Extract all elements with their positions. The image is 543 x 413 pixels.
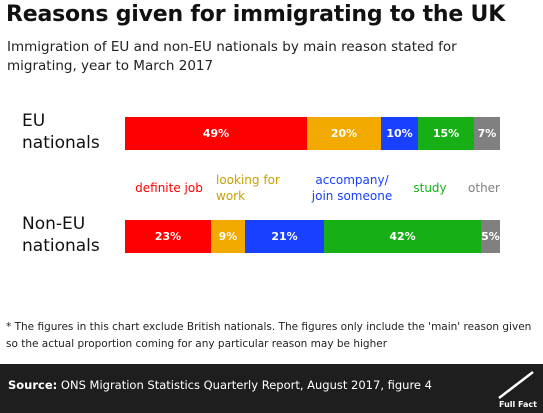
full-fact-logo-icon	[498, 371, 534, 399]
data-label: 21%	[271, 230, 298, 243]
chart-subtitle: Immigration of EU and non-EU nationals b…	[7, 39, 457, 74]
bar-segment: 5%	[481, 220, 500, 253]
bar-segment: 15%	[418, 117, 474, 150]
bar-segment: 10%	[381, 117, 418, 150]
legend-label: accompany/	[315, 173, 389, 187]
bar-row: 23% 9% 21% 42% 5%	[125, 220, 500, 253]
data-label: 5%	[481, 230, 500, 243]
legend-item: study	[406, 180, 454, 196]
row-label-line: Non-EU	[22, 214, 86, 234]
source-label: Source:	[8, 378, 58, 392]
data-label: 23%	[154, 230, 182, 243]
legend-item: accompany/join someone	[303, 172, 401, 204]
data-label: 49%	[202, 127, 230, 140]
legend-label: work	[216, 189, 246, 203]
bar-segment: 42%	[324, 220, 481, 253]
bar-segment: 49%	[125, 117, 307, 150]
row-label-0: EU nationals	[22, 110, 122, 154]
legend-label: study	[413, 181, 447, 195]
data-label: 42%	[389, 230, 416, 243]
legend-label: definite job	[135, 181, 203, 195]
legend-item: looking for work	[216, 172, 296, 204]
chart-title: Reasons given for immigrating to the UK	[6, 2, 506, 27]
logo-text: Full Fact	[499, 400, 537, 409]
bar-segment: 20%	[307, 117, 381, 150]
legend-label: other	[468, 181, 500, 195]
bar-segment: 7%	[474, 117, 500, 150]
data-label: 20%	[330, 127, 358, 140]
data-label: 9%	[218, 230, 238, 243]
legend-item: other	[462, 180, 506, 196]
row-label-line: nationals	[22, 133, 100, 153]
bar-segment: 9%	[211, 220, 245, 253]
row-label-1: Non-EU nationals	[22, 213, 122, 257]
source-value: ONS Migration Statistics Quarterly Repor…	[60, 378, 432, 392]
legend-item: definite job	[124, 180, 214, 196]
footnote: * The figures in this chart exclude Brit…	[6, 321, 532, 350]
row-label-line: EU	[22, 111, 46, 131]
data-label: 10%	[386, 127, 413, 140]
source-footer: Source: ONS Migration Statistics Quarter…	[0, 364, 543, 413]
source-text: Source: ONS Migration Statistics Quarter…	[8, 378, 432, 392]
data-label: 15%	[432, 127, 460, 140]
data-label: 7%	[477, 127, 497, 140]
row-label-line: nationals	[22, 236, 100, 256]
bar-row: 49% 20% 10% 15% 7%	[125, 117, 500, 150]
legend-label: join someone	[311, 189, 393, 203]
legend-label: looking for	[216, 173, 280, 187]
bar-segment: 23%	[125, 220, 211, 253]
bar-segment: 21%	[245, 220, 324, 253]
